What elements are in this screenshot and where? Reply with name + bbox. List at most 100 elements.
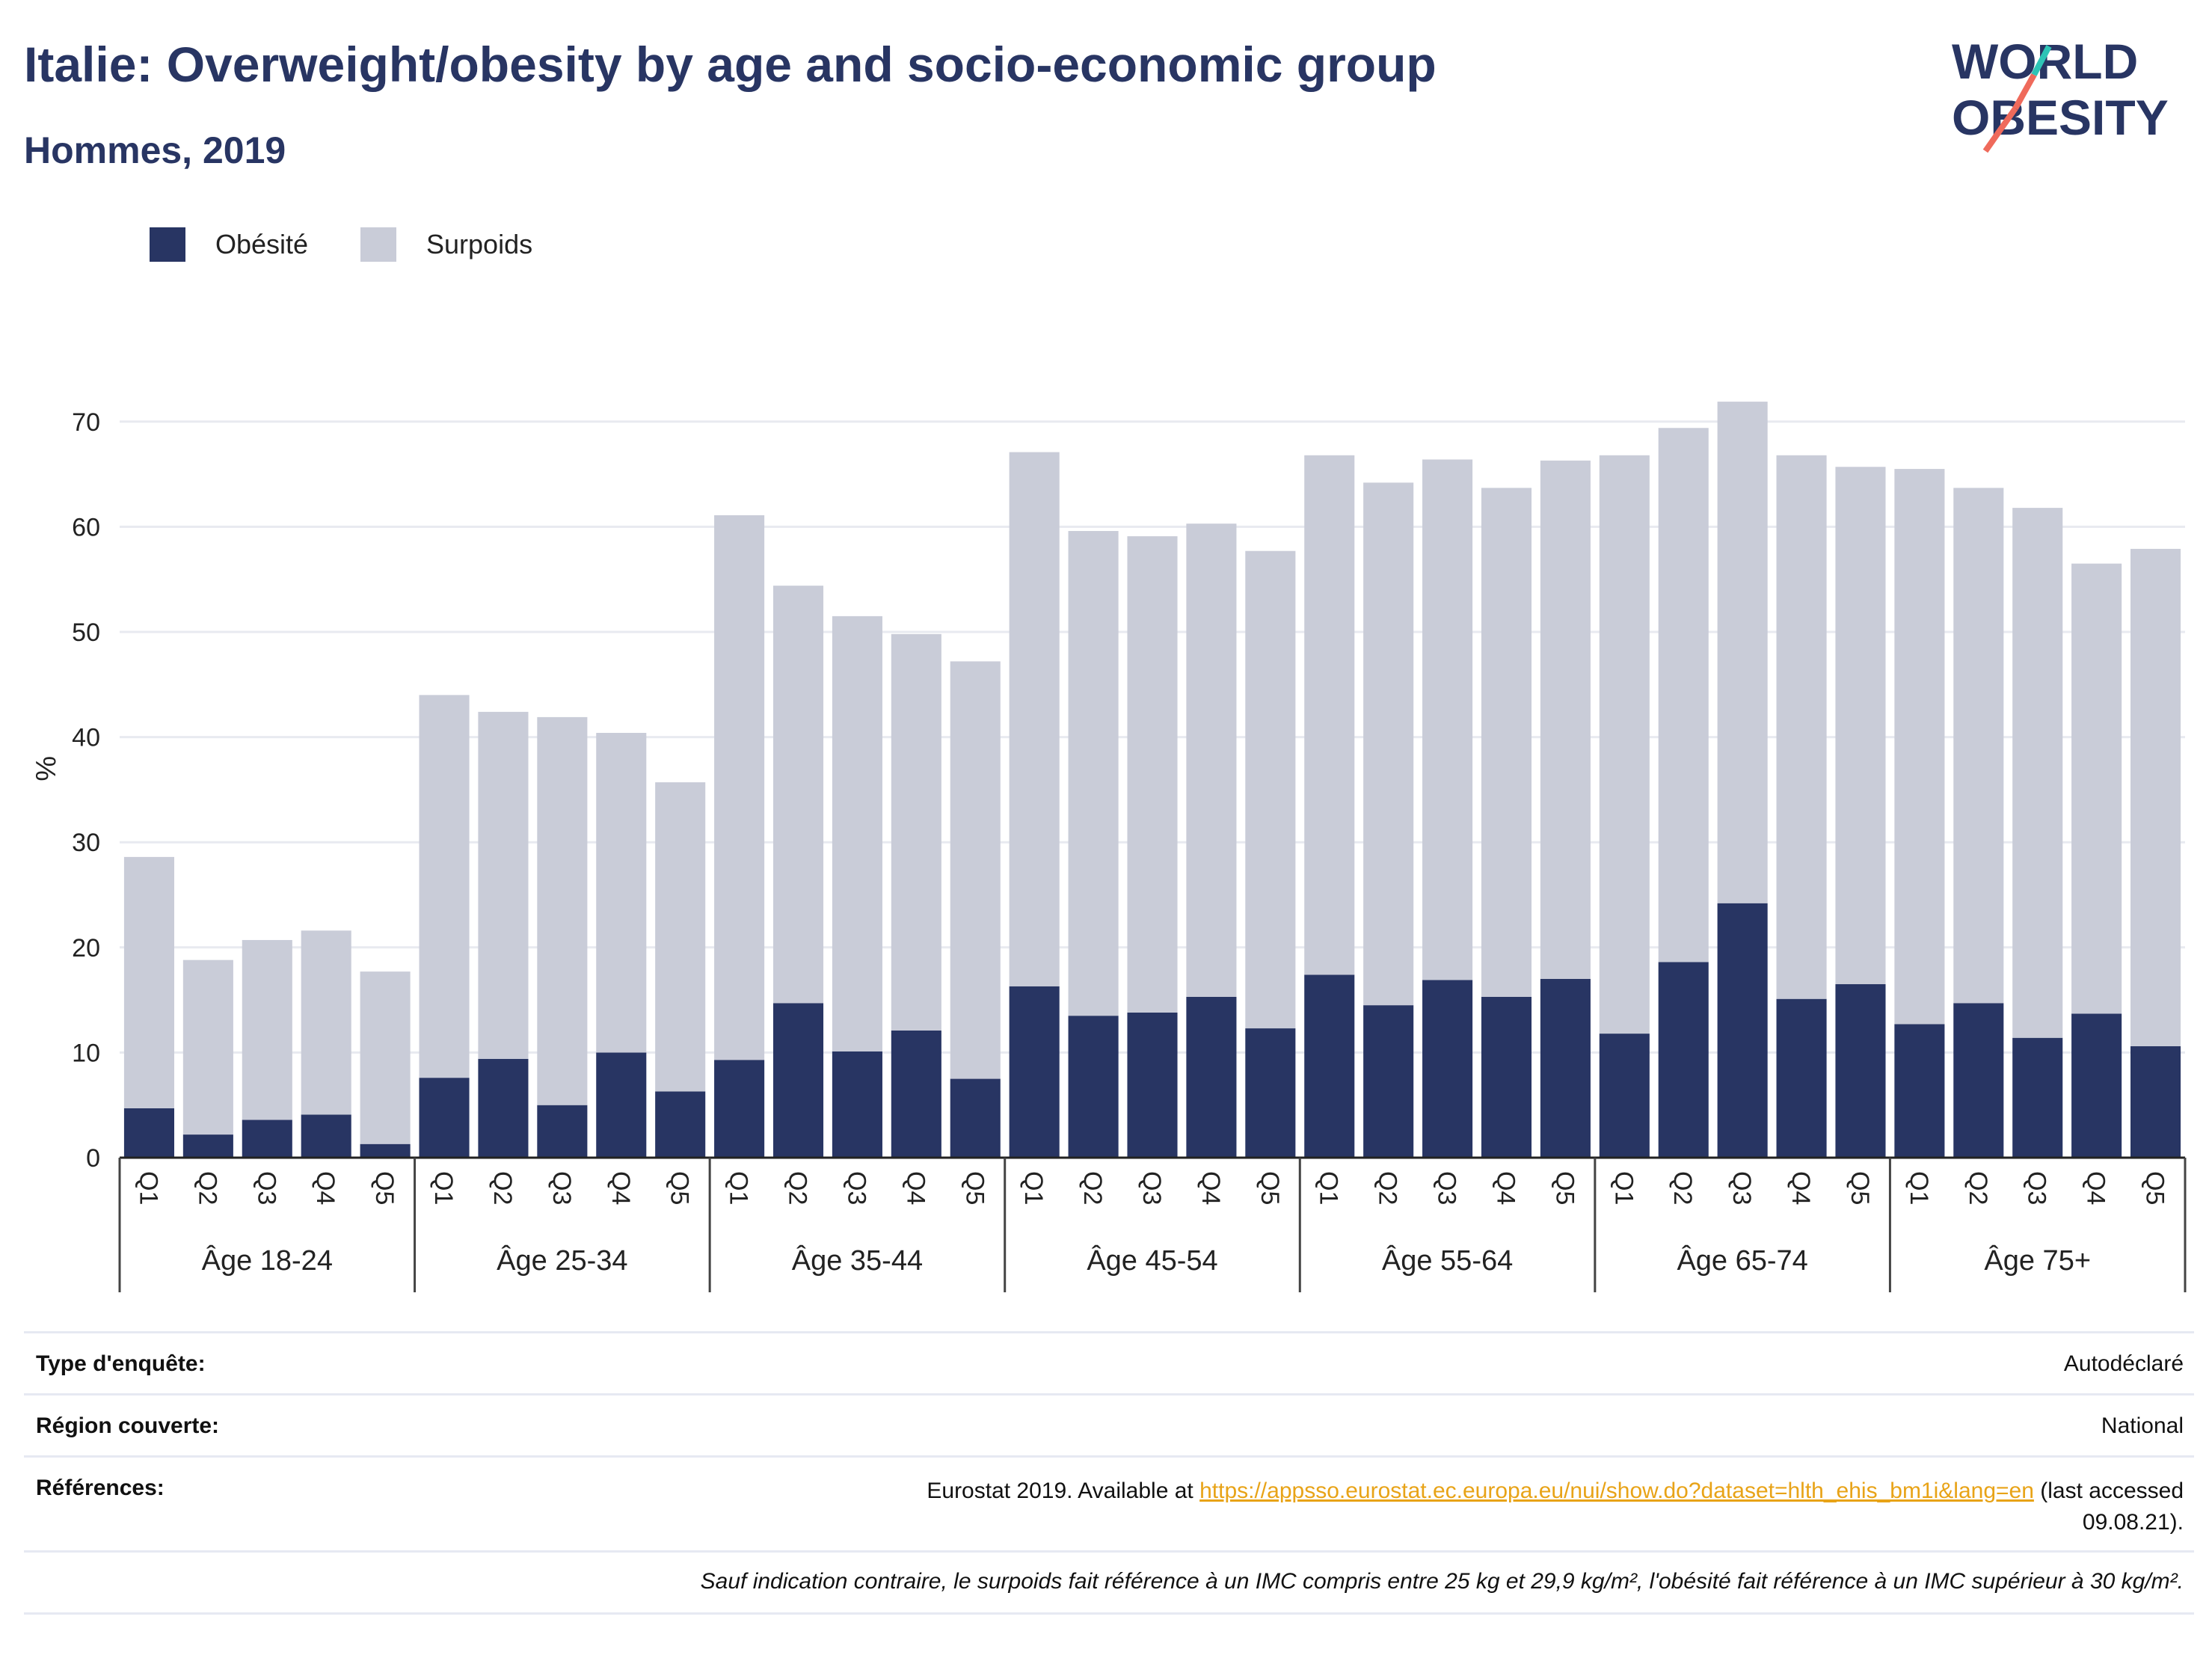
bar-obesite bbox=[832, 1051, 882, 1158]
references-suffix: (last accessed bbox=[2040, 1479, 2184, 1503]
bar-surpoids bbox=[1717, 402, 1768, 903]
x-tick-label: Q5 bbox=[1256, 1171, 1284, 1205]
stacked-bar-chart: 0 10 20 30 40 50 60 70% Q1 Q2 Q3 Q4 Q5 Q1 Q2 Q3 Q4 Q5 Q1 Q2… bbox=[31, 402, 2187, 1292]
bar-obesite bbox=[182, 1134, 233, 1158]
group-label: Âge 35-44 bbox=[792, 1244, 923, 1277]
survey-type-value: Autodéclaré bbox=[2063, 1351, 2184, 1376]
x-tick-label: Q5 bbox=[370, 1171, 399, 1205]
x-tick-label: Q5 bbox=[960, 1171, 989, 1205]
references-value: Eurostat 2019. Available at https://apps… bbox=[927, 1476, 2184, 1538]
bar-surpoids bbox=[714, 515, 765, 1060]
y-tick-label: 0 bbox=[86, 1144, 100, 1173]
x-tick-label: Q5 bbox=[666, 1171, 694, 1205]
group-label: Âge 75+ bbox=[1984, 1244, 2091, 1277]
bar-surpoids bbox=[1540, 460, 1591, 979]
logo-line1: WORLD bbox=[1952, 34, 2138, 89]
x-tick-label: Q2 bbox=[1964, 1171, 1992, 1205]
x-tick-label: Q4 bbox=[2082, 1171, 2110, 1205]
logo-slash-tail bbox=[1982, 106, 2018, 153]
bar-surpoids bbox=[832, 615, 882, 1051]
bar-surpoids bbox=[596, 732, 647, 1053]
x-tick-label: Q5 bbox=[2141, 1171, 2169, 1205]
bar-obesite bbox=[1068, 1016, 1119, 1158]
bar-obesite bbox=[1186, 996, 1237, 1158]
y-tick-label: 20 bbox=[72, 934, 100, 962]
bar-surpoids bbox=[123, 856, 174, 1108]
logo-line2: OBESITY bbox=[1952, 90, 2169, 145]
group-label: Âge 18-24 bbox=[202, 1244, 333, 1277]
bar-obesite bbox=[1717, 903, 1768, 1158]
legend-label-obesite: Obésité bbox=[215, 229, 309, 260]
bar-obesite bbox=[2012, 1037, 2063, 1158]
x-tick-label: Q2 bbox=[1668, 1171, 1697, 1205]
bar-surpoids bbox=[1481, 488, 1532, 997]
info-table: Type d'enquête: Autodéclaré Région couve… bbox=[24, 1331, 2194, 1615]
bar-obesite bbox=[2130, 1045, 2181, 1158]
x-tick-label: Q2 bbox=[1374, 1171, 1402, 1205]
x-tick-label: Q4 bbox=[311, 1171, 340, 1205]
bar-surpoids bbox=[182, 959, 233, 1135]
page-title: Italie: Overweight/obesity by age and so… bbox=[24, 37, 1437, 92]
x-tick-label: Q5 bbox=[1846, 1171, 1874, 1205]
bar-surpoids bbox=[1304, 455, 1355, 975]
group-label: Âge 25-34 bbox=[497, 1244, 627, 1277]
bar-surpoids bbox=[1599, 455, 1650, 1034]
bar-obesite bbox=[301, 1114, 351, 1158]
references-prefix: Eurostat 2019. Available at bbox=[927, 1479, 1193, 1503]
x-tick-label: Q3 bbox=[1137, 1171, 1166, 1205]
bar-surpoids bbox=[2012, 508, 2063, 1038]
bar-obesite bbox=[772, 1003, 824, 1158]
bar-obesite bbox=[891, 1030, 941, 1158]
bar-obesite bbox=[1127, 1012, 1178, 1158]
x-tick-label: Q1 bbox=[429, 1171, 458, 1205]
bar-obesite bbox=[1363, 1005, 1414, 1158]
bar-obesite bbox=[950, 1078, 1001, 1158]
x-tick-label: Q3 bbox=[842, 1171, 870, 1205]
bar-surpoids bbox=[772, 586, 824, 1004]
bar-surpoids bbox=[419, 695, 470, 1078]
bar-surpoids bbox=[360, 971, 411, 1144]
bar-obesite bbox=[1599, 1034, 1650, 1158]
bar-obesite bbox=[1953, 1003, 2004, 1158]
bar-surpoids bbox=[1658, 428, 1709, 962]
x-tick-label: Q4 bbox=[901, 1171, 930, 1205]
info-row-survey-type: Type d'enquête: Autodéclaré bbox=[24, 1331, 2194, 1393]
bar-surpoids bbox=[1953, 488, 2004, 1004]
bar-obesite bbox=[2071, 1013, 2122, 1158]
x-tick-label: Q2 bbox=[1078, 1171, 1107, 1205]
bar-obesite bbox=[1009, 986, 1060, 1158]
x-tick-label: Q3 bbox=[252, 1171, 280, 1205]
x-tick-label: Q2 bbox=[784, 1171, 812, 1205]
y-axis-label: % bbox=[31, 756, 62, 782]
x-tick-label: Q1 bbox=[725, 1171, 753, 1205]
x-tick-label: Q3 bbox=[1433, 1171, 1461, 1205]
y-tick-label: 70 bbox=[72, 408, 100, 437]
x-tick-label: Q2 bbox=[488, 1171, 517, 1205]
region-label: Région couverte: bbox=[36, 1413, 220, 1438]
info-row-references: Références: Eurostat 2019. Available at … bbox=[24, 1455, 2194, 1550]
x-tick-label: Q4 bbox=[1491, 1171, 1520, 1205]
x-tick-label: Q3 bbox=[1727, 1171, 1756, 1205]
bar-surpoids bbox=[1776, 455, 1827, 999]
bar-surpoids bbox=[891, 633, 941, 1031]
bar-surpoids bbox=[1363, 482, 1414, 1006]
definition-note: Sauf indication contraire, le surpoids f… bbox=[700, 1569, 2184, 1594]
group-label: Âge 55-64 bbox=[1382, 1244, 1513, 1277]
region-value: National bbox=[2101, 1413, 2184, 1438]
y-tick-label: 60 bbox=[72, 513, 100, 541]
bar-surpoids bbox=[655, 782, 706, 1092]
references-label: Références: bbox=[36, 1476, 165, 1500]
bar-surpoids bbox=[1245, 550, 1296, 1029]
bar-obesite bbox=[123, 1108, 174, 1158]
references-link[interactable]: https://appsso.eurostat.ec.europa.eu/nui… bbox=[1199, 1479, 2034, 1503]
info-row-region: Région couverte: National bbox=[24, 1393, 2194, 1455]
bar-obesite bbox=[714, 1060, 765, 1158]
x-tick-label: Q4 bbox=[1787, 1171, 1815, 1205]
bar-obesite bbox=[419, 1078, 470, 1158]
bar-obesite bbox=[360, 1143, 411, 1158]
bar-obesite bbox=[1835, 984, 1886, 1158]
x-tick-label: Q1 bbox=[1019, 1171, 1048, 1205]
x-tick-label: Q4 bbox=[606, 1171, 635, 1205]
x-tick-label: Q3 bbox=[2023, 1171, 2051, 1205]
world-obesity-logo: WORLD OBESITY bbox=[1952, 34, 2169, 153]
